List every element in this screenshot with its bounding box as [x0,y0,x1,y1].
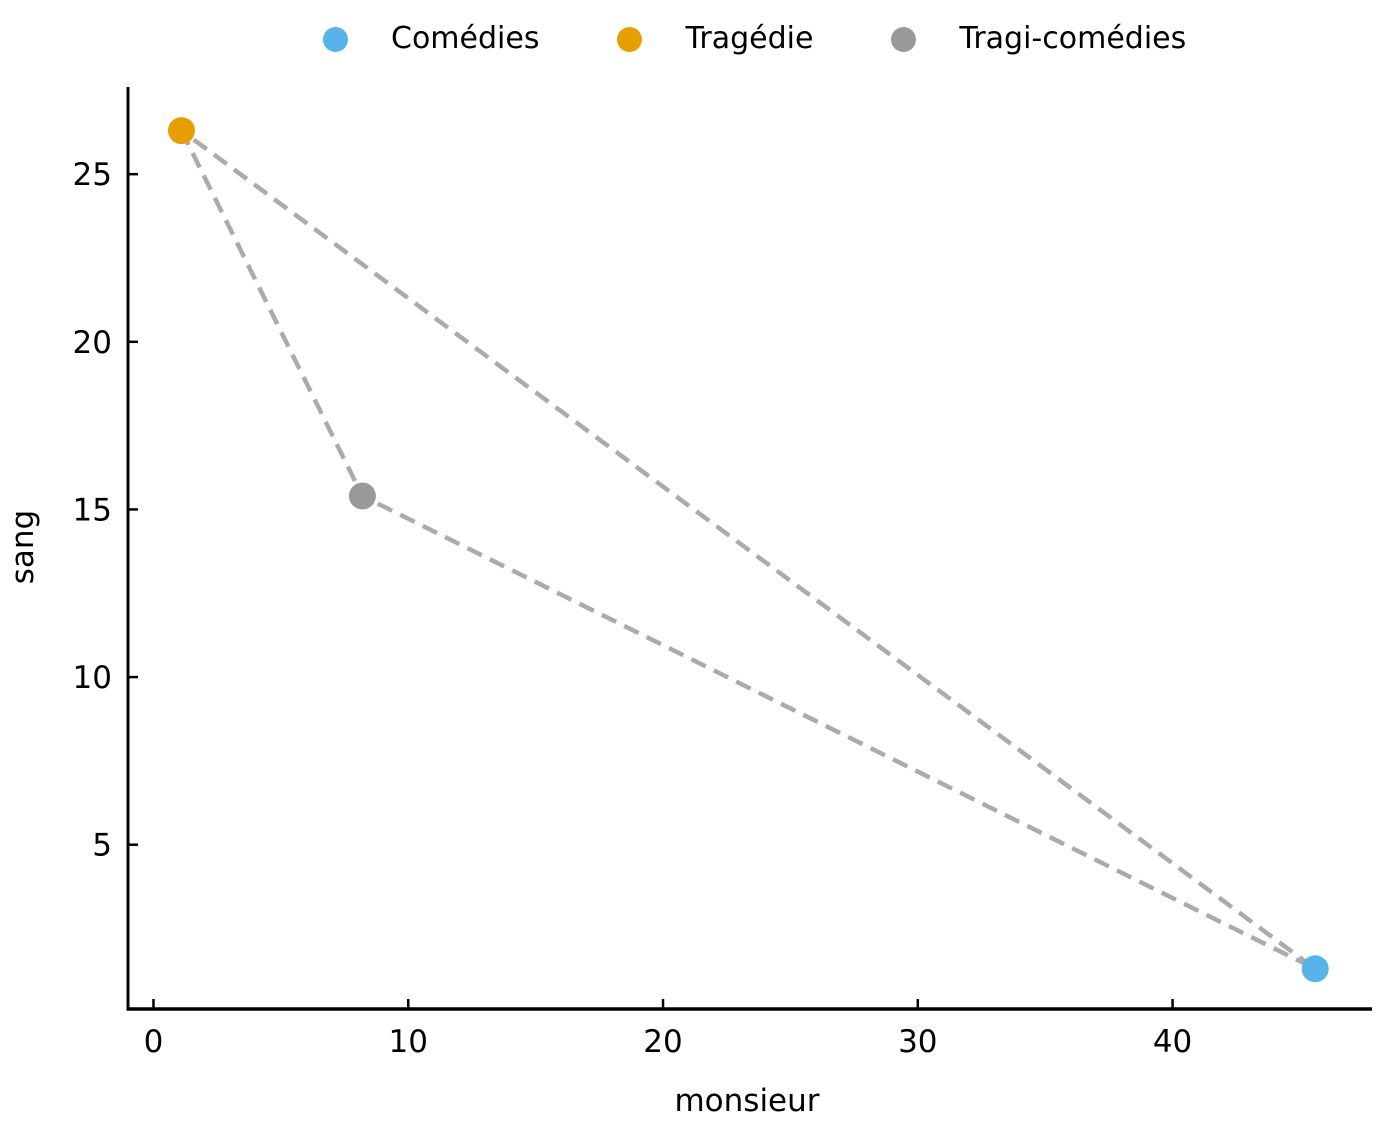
x-tick-label: 0 [144,1024,164,1060]
y-tick-label: 10 [73,660,112,696]
x-tick-label: 20 [643,1024,682,1060]
legend-label: Tragi-comédies [959,21,1187,56]
legend-item-comedies: Comédies [323,20,539,58]
y-tick-label: 20 [73,325,112,361]
chart-legend: Comédies Tragédie Tragi-comédies [323,20,1186,58]
legend-item-tragedie: Tragédie [617,20,813,58]
x-axis-title: monsieur [674,1083,820,1119]
legend-item-tragi-comedies: Tragi-comédies [891,20,1186,58]
x-tick-label: 10 [389,1024,428,1060]
y-axis-title: sang [5,509,41,585]
legend-label: Tragédie [685,21,814,56]
data-point-com-dies [1301,955,1329,983]
connector-path [179,128,1317,971]
legend-marker-icon [323,26,348,52]
legend-marker-icon [617,26,643,52]
y-tick-label: 5 [92,828,112,864]
legend-marker-icon [891,26,917,52]
y-tick-label: 15 [73,492,112,528]
data-point-tragi-com-dies [348,482,376,510]
y-tick-label: 25 [73,157,112,193]
x-tick-label: 40 [1153,1024,1192,1060]
x-tick-label: 30 [898,1024,937,1060]
legend-label: Comédies [391,21,540,56]
data-point-trag-die [168,117,195,145]
